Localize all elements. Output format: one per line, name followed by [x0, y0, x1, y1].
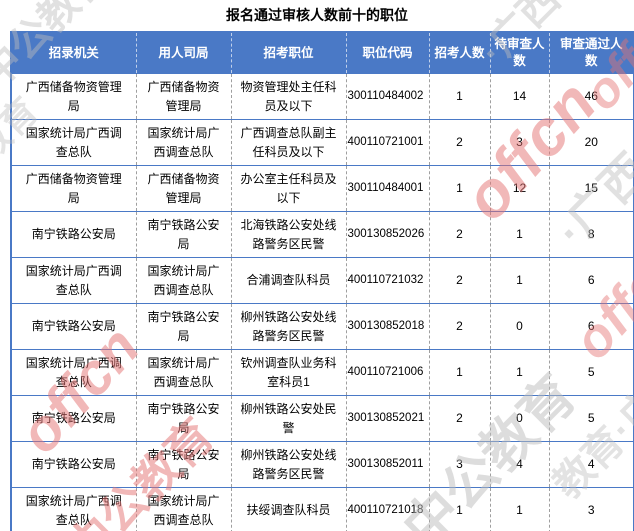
cell-passed-review-count: 15 — [548, 165, 634, 212]
cell-recruit-count: 2 — [428, 257, 490, 304]
cell-employing-bureau: 南宁铁路公安局 — [135, 303, 231, 350]
cell-position: 钦州调查队业务科室科员1 — [230, 349, 346, 396]
column-header-recruiting-agency: 招录机关 — [11, 32, 136, 74]
cell-employing-bureau: 国家统计局广西调查总队 — [135, 257, 231, 304]
cell-recruiting-agency: 国家统计局广西调查总队 — [11, 487, 136, 531]
cell-passed-review-count: 4 — [548, 441, 634, 488]
cell-pending-review-count: 1 — [489, 349, 549, 396]
cell-position-code: 300110484002 — [345, 73, 429, 120]
cell-position-code: 400110721001 — [345, 119, 429, 166]
cell-recruiting-agency: 广西储备物资管理局 — [11, 165, 136, 212]
cell-recruit-count: 1 — [428, 487, 490, 531]
cell-recruiting-agency: 国家统计局广西调查总队 — [11, 349, 136, 396]
cell-passed-review-count: 6 — [548, 257, 634, 304]
header-row: 招录机关 用人司局 招考职位 职位代码 招考人数 待审查人数 审查通过人数 — [11, 32, 634, 74]
cell-employing-bureau: 广西储备物资管理局 — [135, 165, 231, 212]
cell-recruit-count: 1 — [428, 349, 490, 396]
cell-pending-review-count: 0 — [489, 303, 549, 350]
cell-pending-review-count: 3 — [489, 119, 549, 166]
table-row: 国家统计局广西调查总队 国家统计局广西调查总队 钦州调查队业务科室科员1 400110… — [11, 349, 634, 396]
cell-position: 柳州铁路公安处线路警务区民警 — [230, 441, 346, 488]
table-row: 南宁铁路公安局 南宁铁路公安局 柳州铁路公安处民警 300130852021 2 0 5 — [11, 395, 634, 442]
cell-passed-review-count: 20 — [548, 119, 634, 166]
cell-position-code: 400110721018 — [345, 487, 429, 531]
column-header-passed-review-count: 审查通过人数 — [548, 32, 634, 74]
column-header-employing-bureau: 用人司局 — [135, 32, 231, 74]
table-row: 国家统计局广西调查总队 国家统计局广西调查总队 扶绥调查队科员 40011072101… — [11, 487, 634, 531]
cell-position-code: 300130852026 — [345, 211, 429, 258]
cell-position-code: 300110484001 — [345, 165, 429, 212]
cell-pending-review-count: 1 — [489, 257, 549, 304]
cell-recruiting-agency: 南宁铁路公安局 — [11, 441, 136, 488]
cell-pending-review-count: 0 — [489, 395, 549, 442]
cell-recruit-count: 1 — [428, 73, 490, 120]
cell-passed-review-count: 3 — [548, 487, 634, 531]
cell-position: 物资管理处主任科员及以下 — [230, 73, 346, 120]
cell-employing-bureau: 南宁铁路公安局 — [135, 395, 231, 442]
column-header-pending-review-count: 待审查人数 — [489, 32, 549, 74]
cell-employing-bureau: 南宁铁路公安局 — [135, 441, 231, 488]
cell-position: 广西调查总队副主任科员及以下 — [230, 119, 346, 166]
table-row: 国家统计局广西调查总队 国家统计局广西调查总队 广西调查总队副主任科员及以下 4001… — [11, 119, 634, 166]
cell-recruit-count: 2 — [428, 303, 490, 350]
cell-employing-bureau: 广西储备物资管理局 — [135, 73, 231, 120]
cell-recruiting-agency: 国家统计局广西调查总队 — [11, 119, 136, 166]
column-header-position-code: 职位代码 — [345, 32, 429, 74]
table-row: 南宁铁路公安局 南宁铁路公安局 柳州铁路公安处线路警务区民警 300130852011… — [11, 441, 634, 488]
cell-position-code: 300130852011 — [345, 441, 429, 488]
cell-passed-review-count: 6 — [548, 303, 634, 350]
cell-passed-review-count: 5 — [548, 349, 634, 396]
cell-position: 北海铁路公安处线路警务区民警 — [230, 211, 346, 258]
cell-recruiting-agency: 南宁铁路公安局 — [11, 211, 136, 258]
table-row: 南宁铁路公安局 南宁铁路公安局 柳州铁路公安处线路警务区民警 300130852018… — [11, 303, 634, 350]
cell-position: 办公室主任科员及以下 — [230, 165, 346, 212]
cell-pending-review-count: 4 — [489, 441, 549, 488]
cell-passed-review-count: 5 — [548, 395, 634, 442]
column-header-position: 招考职位 — [230, 32, 346, 74]
cell-recruiting-agency: 南宁铁路公安局 — [11, 395, 136, 442]
cell-passed-review-count: 8 — [548, 211, 634, 258]
positions-table: 招录机关 用人司局 招考职位 职位代码 招考人数 待审查人数 审查通过人数 广西… — [10, 31, 634, 531]
table-row: 南宁铁路公安局 南宁铁路公安局 北海铁路公安处线路警务区民警 300130852026… — [11, 211, 634, 258]
table-row: 国家统计局广西调查总队 国家统计局广西调查总队 合浦调查队科员 40011072103… — [11, 257, 634, 304]
cell-pending-review-count: 12 — [489, 165, 549, 212]
cell-passed-review-count: 46 — [548, 73, 634, 120]
cell-recruit-count: 2 — [428, 211, 490, 258]
cell-recruiting-agency: 南宁铁路公安局 — [11, 303, 136, 350]
cell-position-code: 300130852018 — [345, 303, 429, 350]
cell-pending-review-count: 1 — [489, 487, 549, 531]
cell-position: 扶绥调查队科员 — [230, 487, 346, 531]
cell-pending-review-count: 14 — [489, 73, 549, 120]
cell-employing-bureau: 国家统计局广西调查总队 — [135, 119, 231, 166]
column-header-recruit-count: 招考人数 — [428, 32, 490, 74]
cell-position-code: 400110721006 — [345, 349, 429, 396]
cell-recruit-count: 2 — [428, 119, 490, 166]
table-body: 广西储备物资管理局 广西储备物资管理局 物资管理处主任科员及以下 3001104840… — [11, 73, 634, 531]
cell-recruiting-agency: 国家统计局广西调查总队 — [11, 257, 136, 304]
table-row: 广西储备物资管理局 广西储备物资管理局 物资管理处主任科员及以下 3001104840… — [11, 73, 634, 120]
cell-position: 柳州铁路公安处民警 — [230, 395, 346, 442]
cell-position: 柳州铁路公安处线路警务区民警 — [230, 303, 346, 350]
cell-position-code: 400110721032 — [345, 257, 429, 304]
table-row: 广西储备物资管理局 广西储备物资管理局 办公室主任科员及以下 300110484001… — [11, 165, 634, 212]
cell-employing-bureau: 国家统计局广西调查总队 — [135, 487, 231, 531]
cell-position: 合浦调查队科员 — [230, 257, 346, 304]
cell-recruit-count: 3 — [428, 441, 490, 488]
cell-recruit-count: 1 — [428, 165, 490, 212]
cell-recruit-count: 2 — [428, 395, 490, 442]
page-title: 报名通过审核人数前十的职位 — [226, 7, 408, 23]
cell-recruiting-agency: 广西储备物资管理局 — [11, 73, 136, 120]
cell-position-code: 300130852021 — [345, 395, 429, 442]
cell-employing-bureau: 南宁铁路公安局 — [135, 211, 231, 258]
cell-employing-bureau: 国家统计局广西调查总队 — [135, 349, 231, 396]
cell-pending-review-count: 1 — [489, 211, 549, 258]
